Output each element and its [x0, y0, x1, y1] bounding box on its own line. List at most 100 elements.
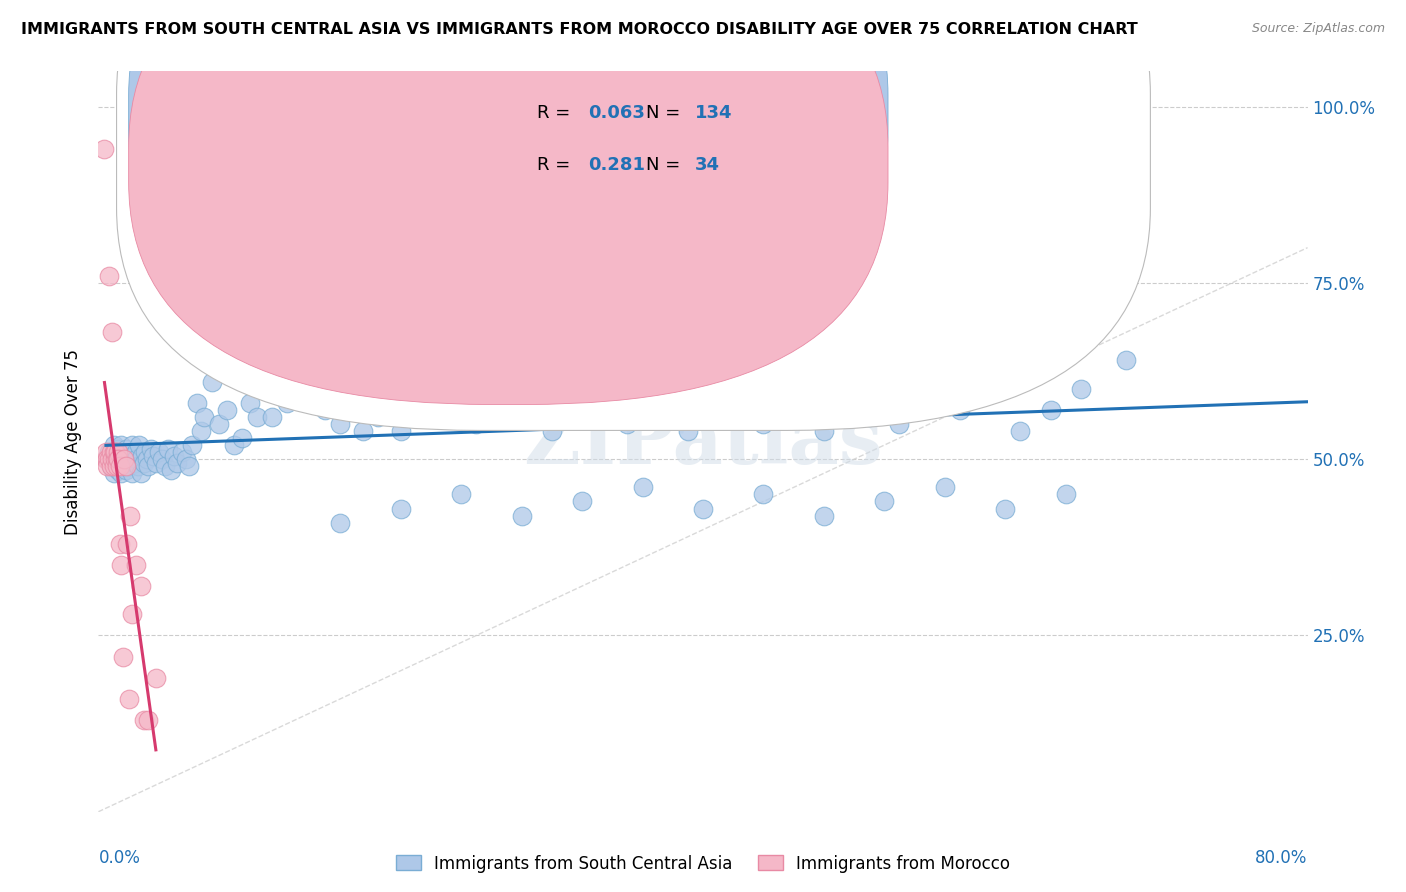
Point	[201, 375, 224, 389]
Point	[602, 368, 624, 382]
Point	[934, 480, 956, 494]
Point	[129, 467, 152, 481]
Point	[131, 449, 153, 463]
Point	[284, 368, 307, 382]
Text: N =: N =	[647, 103, 686, 122]
Point	[291, 339, 314, 353]
Point	[110, 438, 132, 452]
Point	[571, 382, 593, 396]
Point	[107, 442, 129, 456]
Point	[215, 402, 238, 417]
Point	[124, 456, 146, 470]
Point	[329, 417, 352, 431]
Point	[142, 449, 165, 463]
Point	[105, 459, 128, 474]
Point	[132, 456, 155, 470]
Text: ZIPatlas: ZIPatlas	[523, 403, 883, 480]
Text: 0.281: 0.281	[588, 155, 645, 174]
Point	[752, 487, 775, 501]
Text: 0.0%: 0.0%	[98, 849, 141, 867]
Point	[170, 445, 193, 459]
Point	[405, 402, 427, 417]
Point	[647, 402, 669, 417]
Point	[100, 459, 122, 474]
Point	[135, 452, 157, 467]
Point	[136, 713, 159, 727]
Point	[114, 463, 136, 477]
Point	[125, 445, 148, 459]
Point	[94, 452, 117, 467]
Point	[105, 459, 128, 474]
Text: Source: ZipAtlas.com: Source: ZipAtlas.com	[1251, 22, 1385, 36]
Point	[224, 438, 246, 452]
Text: 34: 34	[695, 155, 720, 174]
Point	[120, 445, 142, 459]
Point	[360, 396, 382, 410]
Point	[108, 537, 131, 551]
Point	[128, 438, 150, 452]
Point	[111, 445, 134, 459]
Point	[420, 382, 443, 396]
Point	[307, 375, 329, 389]
Point	[322, 389, 344, 403]
Point	[107, 452, 129, 467]
Point	[120, 508, 142, 523]
Point	[253, 375, 276, 389]
Point	[1039, 402, 1062, 417]
Point	[844, 382, 866, 396]
Point	[571, 494, 593, 508]
Point	[141, 442, 163, 456]
Point	[107, 463, 129, 477]
Point	[104, 445, 127, 459]
Point	[676, 424, 699, 438]
Point	[156, 442, 179, 456]
Point	[148, 445, 170, 459]
Point	[98, 268, 121, 283]
Point	[1070, 382, 1092, 396]
Point	[105, 452, 128, 467]
Point	[132, 713, 155, 727]
Point	[136, 459, 159, 474]
Point	[114, 459, 136, 474]
Point	[352, 424, 374, 438]
Point	[540, 424, 562, 438]
Point	[125, 452, 148, 467]
Point	[108, 459, 131, 474]
Text: N =: N =	[647, 155, 686, 174]
Point	[190, 424, 212, 438]
Point	[707, 382, 730, 396]
Text: IMMIGRANTS FROM SOUTH CENTRAL ASIA VS IMMIGRANTS FROM MOROCCO DISABILITY AGE OVE: IMMIGRANTS FROM SOUTH CENTRAL ASIA VS IM…	[21, 22, 1137, 37]
Point	[107, 445, 129, 459]
Point	[115, 537, 138, 551]
Text: 134: 134	[695, 103, 733, 122]
Point	[949, 402, 972, 417]
Point	[450, 487, 472, 501]
Point	[166, 456, 188, 470]
Point	[174, 452, 197, 467]
Point	[450, 368, 472, 382]
Point	[118, 692, 141, 706]
FancyBboxPatch shape	[117, 0, 1150, 431]
Point	[100, 459, 122, 474]
Point	[692, 402, 714, 417]
Point	[153, 459, 176, 474]
Point	[797, 375, 820, 389]
Point	[813, 508, 835, 523]
Point	[115, 449, 138, 463]
Point	[150, 452, 173, 467]
Point	[100, 445, 122, 459]
Y-axis label: Disability Age Over 75: Disability Age Over 75	[65, 349, 83, 534]
Point	[336, 402, 359, 417]
Point	[1115, 353, 1137, 368]
Point	[344, 382, 367, 396]
Point	[104, 452, 127, 467]
Point	[110, 558, 132, 572]
Point	[737, 368, 759, 382]
Point	[111, 459, 134, 474]
Point	[374, 375, 396, 389]
Point	[262, 409, 284, 424]
Point	[179, 459, 201, 474]
Point	[110, 467, 132, 481]
Point	[314, 402, 336, 417]
Point	[813, 424, 835, 438]
